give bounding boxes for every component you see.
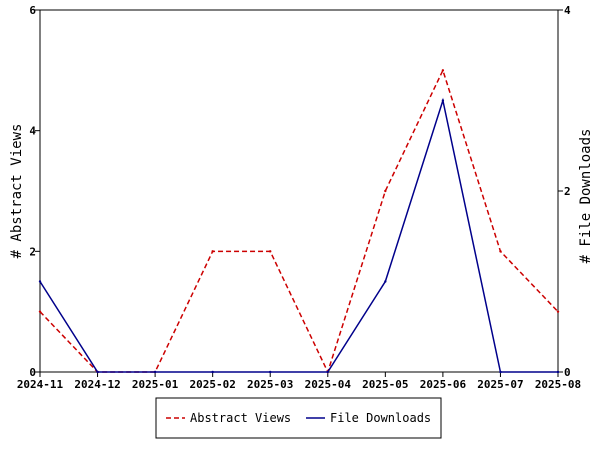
x-tick-label-2025-07: 2025-07 (477, 378, 523, 391)
y-axis-left-title: # Abstract Views (9, 124, 25, 259)
y-left-tick-label-2: 2 (29, 245, 36, 258)
x-tick-label-2025-02: 2025-02 (189, 378, 235, 391)
x-tick-label-2025-04: 2025-04 (305, 378, 352, 391)
data-point-abstract-views-2025-07 (499, 250, 502, 253)
data-point-file-downloads-2025-02 (211, 370, 214, 374)
y-right-tick-label-4: 4 (564, 4, 571, 17)
series-line-abstract-views (39, 68, 559, 375)
data-point-abstract-views-2025-03 (269, 250, 272, 253)
data-point-abstract-views-2025-08 (556, 310, 560, 313)
y-axis-left: 0 2 4 6 (29, 4, 40, 379)
plot-border (39, 9, 559, 373)
data-point-file-downloads-2025-03 (269, 370, 272, 374)
data-point-file-downloads-2025-08 (556, 370, 560, 374)
data-point-abstract-views-2025-02 (211, 250, 214, 253)
y-left-tick-label-6: 6 (29, 4, 36, 17)
plot-frame (39, 9, 559, 373)
data-point-file-downloads-2025-01 (153, 370, 157, 374)
data-point-abstract-views-2024-11 (38, 310, 42, 313)
x-tick-label-2025-01: 2025-01 (132, 378, 179, 391)
y-left-tick-label-0: 0 (29, 366, 36, 379)
x-tick-label-2025-05: 2025-05 (362, 378, 408, 391)
x-tick-label-2025-06: 2025-06 (420, 378, 467, 391)
data-point-abstract-views-2025-06 (441, 69, 445, 72)
data-point-file-downloads-2025-05 (384, 280, 387, 283)
y-axis-right: 0 2 4 (558, 4, 571, 379)
data-point-file-downloads-2025-07 (499, 370, 502, 374)
y-left-tick-label-4: 4 (29, 125, 36, 138)
x-tick-label-2024-11: 2024-11 (17, 378, 64, 391)
series-line-file-downloads (39, 97, 558, 373)
data-point-abstract-views-2025-05 (384, 189, 387, 193)
legend-label-file-downloads: File Downloads (330, 411, 431, 425)
x-tick-label-2024-12: 2024-12 (74, 378, 120, 391)
x-tick-label-2025-03: 2025-03 (247, 378, 293, 391)
y-right-tick-label-0: 0 (564, 366, 571, 379)
x-axis: 2024-11 2024-12 2025-01 2025-02 2025-03 2025-… (17, 372, 581, 391)
data-point-file-downloads-2025-04 (326, 370, 329, 374)
y-right-tick-label-2: 2 (564, 185, 571, 198)
data-point-file-downloads-2024-11 (38, 280, 42, 283)
data-point-file-downloads-2024-12 (96, 370, 99, 374)
data-point-file-downloads-2025-06 (441, 99, 445, 102)
legend: Abstract Views File Downloads (155, 397, 442, 439)
y-axis-right-title: # File Downloads (578, 129, 594, 264)
x-tick-label-2025-08: 2025-08 (535, 378, 581, 391)
legend-label-abstract-views: Abstract Views (190, 411, 291, 425)
series-layer (38, 68, 560, 375)
legend-box (155, 397, 442, 439)
